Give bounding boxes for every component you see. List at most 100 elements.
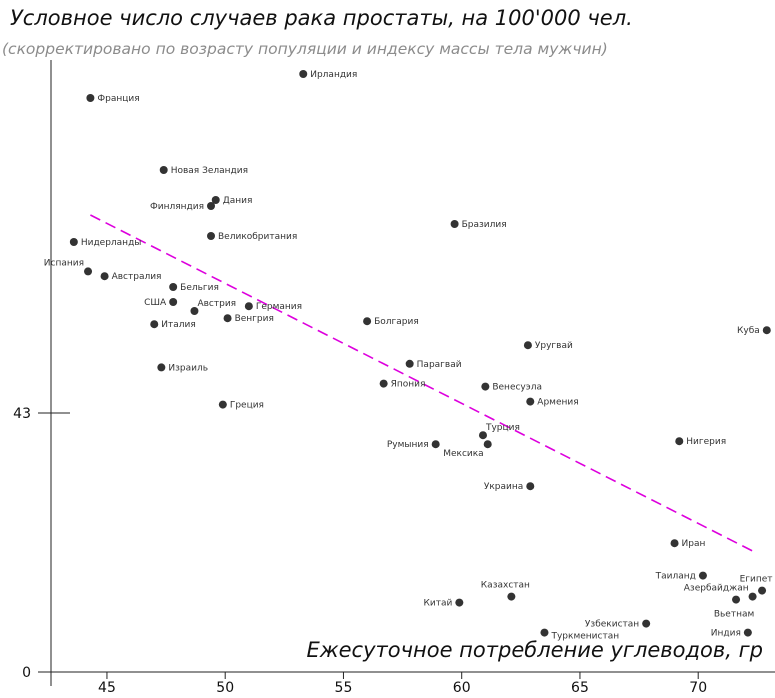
data-point: Австралия bbox=[100, 272, 162, 282]
point-marker bbox=[526, 397, 535, 406]
point-label: Франция bbox=[97, 94, 139, 104]
x-tick-label: 55 bbox=[335, 680, 353, 696]
point-marker bbox=[762, 326, 771, 335]
data-point: США bbox=[144, 298, 178, 308]
y-tick-label: 43 bbox=[13, 406, 31, 422]
point-marker bbox=[100, 272, 109, 281]
point-label: Великобритания bbox=[218, 232, 297, 242]
point-marker bbox=[218, 400, 227, 409]
point-label: Египет bbox=[740, 575, 773, 585]
data-point: Туркменистан bbox=[540, 628, 619, 642]
data-points: Ирландия Франция Новая Зеландия Дания Финлян… bbox=[44, 70, 773, 642]
point-marker bbox=[743, 628, 752, 637]
point-label: Венесуэла bbox=[492, 383, 542, 393]
data-point: Венесуэла bbox=[481, 382, 542, 393]
data-point: Испания bbox=[44, 258, 93, 276]
point-label: Италия bbox=[161, 320, 196, 330]
point-marker bbox=[481, 382, 490, 391]
point-marker bbox=[84, 267, 93, 276]
point-label: Таиланд bbox=[655, 572, 696, 582]
data-point: Израиль bbox=[157, 363, 208, 373]
point-marker bbox=[478, 431, 487, 440]
chart-subtitle: (скорректировано по возрасту популяции и… bbox=[2, 40, 608, 58]
data-point: Армения bbox=[526, 397, 579, 408]
x-tick-label: 45 bbox=[98, 680, 116, 696]
axes: 45 50 55 60 65 70 0 43 bbox=[13, 60, 775, 696]
trendline bbox=[90, 214, 753, 552]
point-label: Греция bbox=[230, 401, 264, 411]
data-point: Китай bbox=[423, 598, 464, 609]
data-point: Индия bbox=[711, 628, 752, 639]
data-point: Япония bbox=[379, 379, 425, 390]
point-marker bbox=[86, 94, 95, 102]
point-label: Армения bbox=[537, 398, 578, 408]
x-tick-label: 70 bbox=[689, 680, 707, 696]
data-point: Греция bbox=[218, 400, 264, 411]
data-point: Парагвай bbox=[405, 359, 462, 370]
point-label: Ирландия bbox=[310, 70, 357, 80]
x-axis-label: Ежесуточное потребление углеводов, гр bbox=[306, 638, 763, 662]
data-point: Венгрия bbox=[223, 314, 274, 324]
point-marker bbox=[642, 619, 651, 628]
point-marker bbox=[526, 482, 535, 491]
point-label: Нигерия bbox=[686, 437, 726, 447]
data-point: Вьетнам bbox=[714, 595, 754, 620]
point-label: Вьетнам bbox=[714, 610, 754, 620]
point-marker bbox=[207, 232, 216, 240]
point-label: Парагвай bbox=[417, 360, 462, 370]
data-point: Бельгия bbox=[169, 283, 219, 293]
data-point: Румыния bbox=[387, 440, 440, 450]
point-label: Турция bbox=[485, 423, 520, 433]
point-marker bbox=[483, 440, 492, 449]
x-tick-label: 50 bbox=[216, 680, 234, 696]
point-label: Германия bbox=[256, 302, 302, 312]
point-marker bbox=[169, 283, 178, 291]
data-point: Германия bbox=[244, 302, 302, 312]
chart-title: Условное число случаев рака простаты, на… bbox=[10, 6, 633, 30]
data-point: Азербайджан bbox=[684, 584, 757, 601]
point-marker bbox=[675, 437, 684, 446]
data-point: Египет bbox=[740, 575, 773, 595]
point-marker bbox=[157, 363, 166, 372]
data-point: Австрия bbox=[190, 299, 236, 315]
point-marker bbox=[523, 341, 532, 350]
x-tick-label: 60 bbox=[453, 680, 471, 696]
point-marker bbox=[748, 592, 757, 601]
point-marker bbox=[244, 302, 253, 311]
point-label: США bbox=[144, 298, 167, 308]
point-marker bbox=[363, 317, 372, 326]
data-point: Болгария bbox=[363, 317, 419, 327]
point-label: Украина bbox=[484, 482, 523, 492]
point-marker bbox=[405, 359, 414, 368]
point-marker bbox=[69, 238, 78, 246]
point-label: Узбекистан bbox=[585, 620, 639, 630]
point-label: Венгрия bbox=[235, 314, 274, 324]
point-label: Туркменистан bbox=[550, 632, 619, 642]
point-marker bbox=[223, 314, 232, 323]
point-marker bbox=[150, 320, 159, 329]
y-tick-label: 0 bbox=[22, 665, 31, 681]
point-marker bbox=[540, 628, 549, 637]
point-label: Австралия bbox=[112, 272, 162, 282]
point-label: Китай bbox=[423, 599, 452, 609]
point-label: Мексика bbox=[443, 449, 484, 459]
point-marker bbox=[431, 440, 440, 449]
point-label: Казахстан bbox=[481, 581, 530, 591]
trendline-path bbox=[90, 214, 753, 552]
data-point: Новая Зеландия bbox=[159, 166, 248, 176]
point-label: Израиль bbox=[168, 363, 208, 373]
data-point: Узбекистан bbox=[585, 619, 651, 630]
point-label: Новая Зеландия bbox=[171, 166, 248, 176]
data-point: Украина bbox=[484, 482, 535, 492]
point-marker bbox=[698, 571, 707, 580]
data-point: Уругвай bbox=[523, 341, 573, 351]
point-marker bbox=[507, 592, 516, 601]
point-label: Уругвай bbox=[535, 341, 573, 351]
point-label: Испания bbox=[44, 258, 84, 268]
point-marker bbox=[159, 166, 168, 174]
data-point: Великобритания bbox=[207, 232, 297, 242]
point-marker bbox=[379, 379, 388, 388]
data-point: Турция bbox=[478, 423, 520, 440]
point-label: Болгария bbox=[374, 317, 419, 327]
